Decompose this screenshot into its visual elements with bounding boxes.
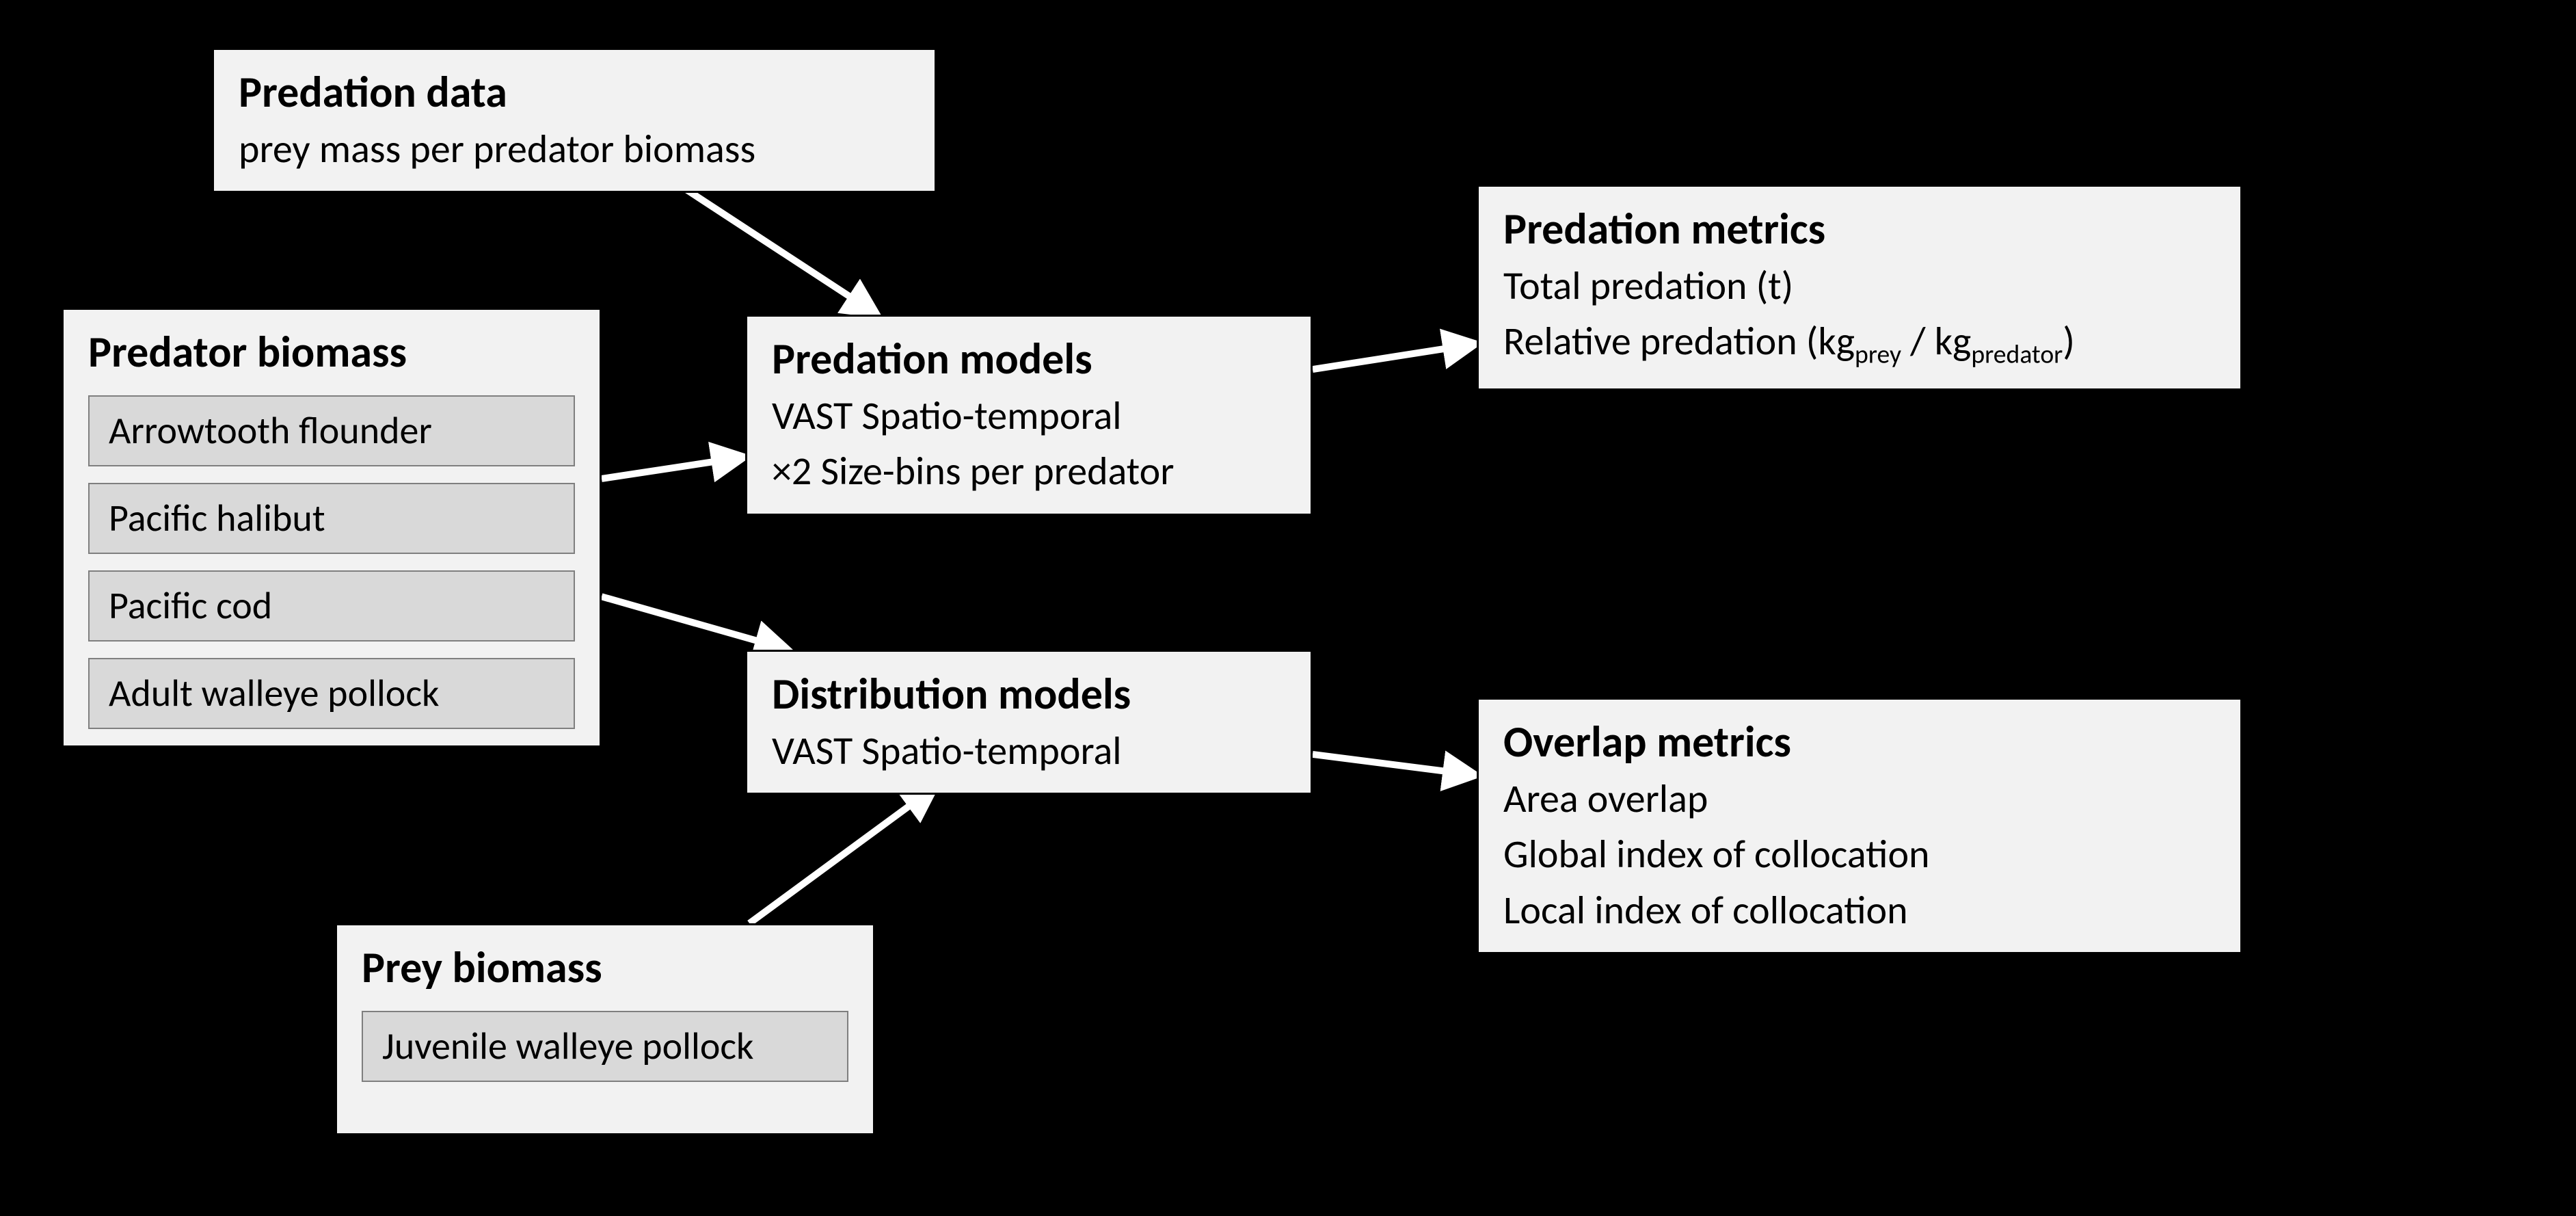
item-arrowtooth-flounder: Arrowtooth flounder	[88, 395, 575, 466]
edge-predation_models-to-predation_metrics	[1313, 344, 1477, 370]
box-prey-biomass: Prey biomass Juvenile walleye pollock	[335, 923, 875, 1135]
item-juvenile-walleye-pollock: Juvenile walleye pollock	[362, 1011, 848, 1082]
title-predation-metrics: Predation metrics	[1503, 203, 2216, 256]
box-predation-data: Predation data prey mass per predator bi…	[212, 48, 937, 193]
line-overlap-metrics-2: Global index of collocation	[1503, 828, 2216, 880]
title-prey-biomass: Prey biomass	[362, 942, 848, 994]
title-distribution-models: Distribution models	[772, 668, 1286, 721]
line-predation-metrics-1: Total predation (t)	[1503, 260, 2216, 311]
line-predation-models-2: ×2 Size-bins per predator	[772, 445, 1286, 497]
line-predation-models-1: VAST Spatio-temporal	[772, 390, 1286, 441]
edge-predation_data-to-predation_models	[679, 185, 877, 315]
line-distribution-models-1: VAST Spatio-temporal	[772, 725, 1286, 776]
box-predation-models: Predation models VAST Spatio-temporal ×2…	[745, 315, 1313, 516]
title-predation-data: Predation data	[239, 66, 910, 119]
diagram-canvas: Predation data prey mass per predator bi…	[0, 0, 2576, 1216]
line-predation-metrics-2: Relative predation (kgprey / kgpredator)	[1503, 315, 2216, 372]
line-overlap-metrics-3: Local index of collocation	[1503, 884, 2216, 936]
box-predation-metrics: Predation metrics Total predation (t) Re…	[1477, 185, 2242, 391]
edge-prey_biomass-to-distribution_models	[749, 787, 936, 923]
subtitle-predation-data: prey mass per predator biomass	[239, 123, 910, 174]
title-predator-biomass: Predator biomass	[88, 326, 575, 379]
edge-predator_biomass-to-distribution_models	[602, 596, 788, 650]
edge-distribution_models-to-overlap_metrics	[1313, 754, 1477, 776]
box-distribution-models: Distribution models VAST Spatio-temporal	[745, 650, 1313, 795]
item-pacific-halibut: Pacific halibut	[88, 483, 575, 554]
title-predation-models: Predation models	[772, 333, 1286, 386]
item-pacific-cod: Pacific cod	[88, 570, 575, 642]
item-adult-walleye-pollock: Adult walleye pollock	[88, 658, 575, 729]
title-overlap-metrics: Overlap metrics	[1503, 716, 2216, 769]
box-overlap-metrics: Overlap metrics Area overlap Global inde…	[1477, 698, 2242, 954]
box-predator-biomass: Predator biomass Arrowtooth flounder Pac…	[62, 308, 602, 748]
edge-predator_biomass-to-predation_models	[602, 457, 745, 479]
line-overlap-metrics-1: Area overlap	[1503, 773, 2216, 824]
